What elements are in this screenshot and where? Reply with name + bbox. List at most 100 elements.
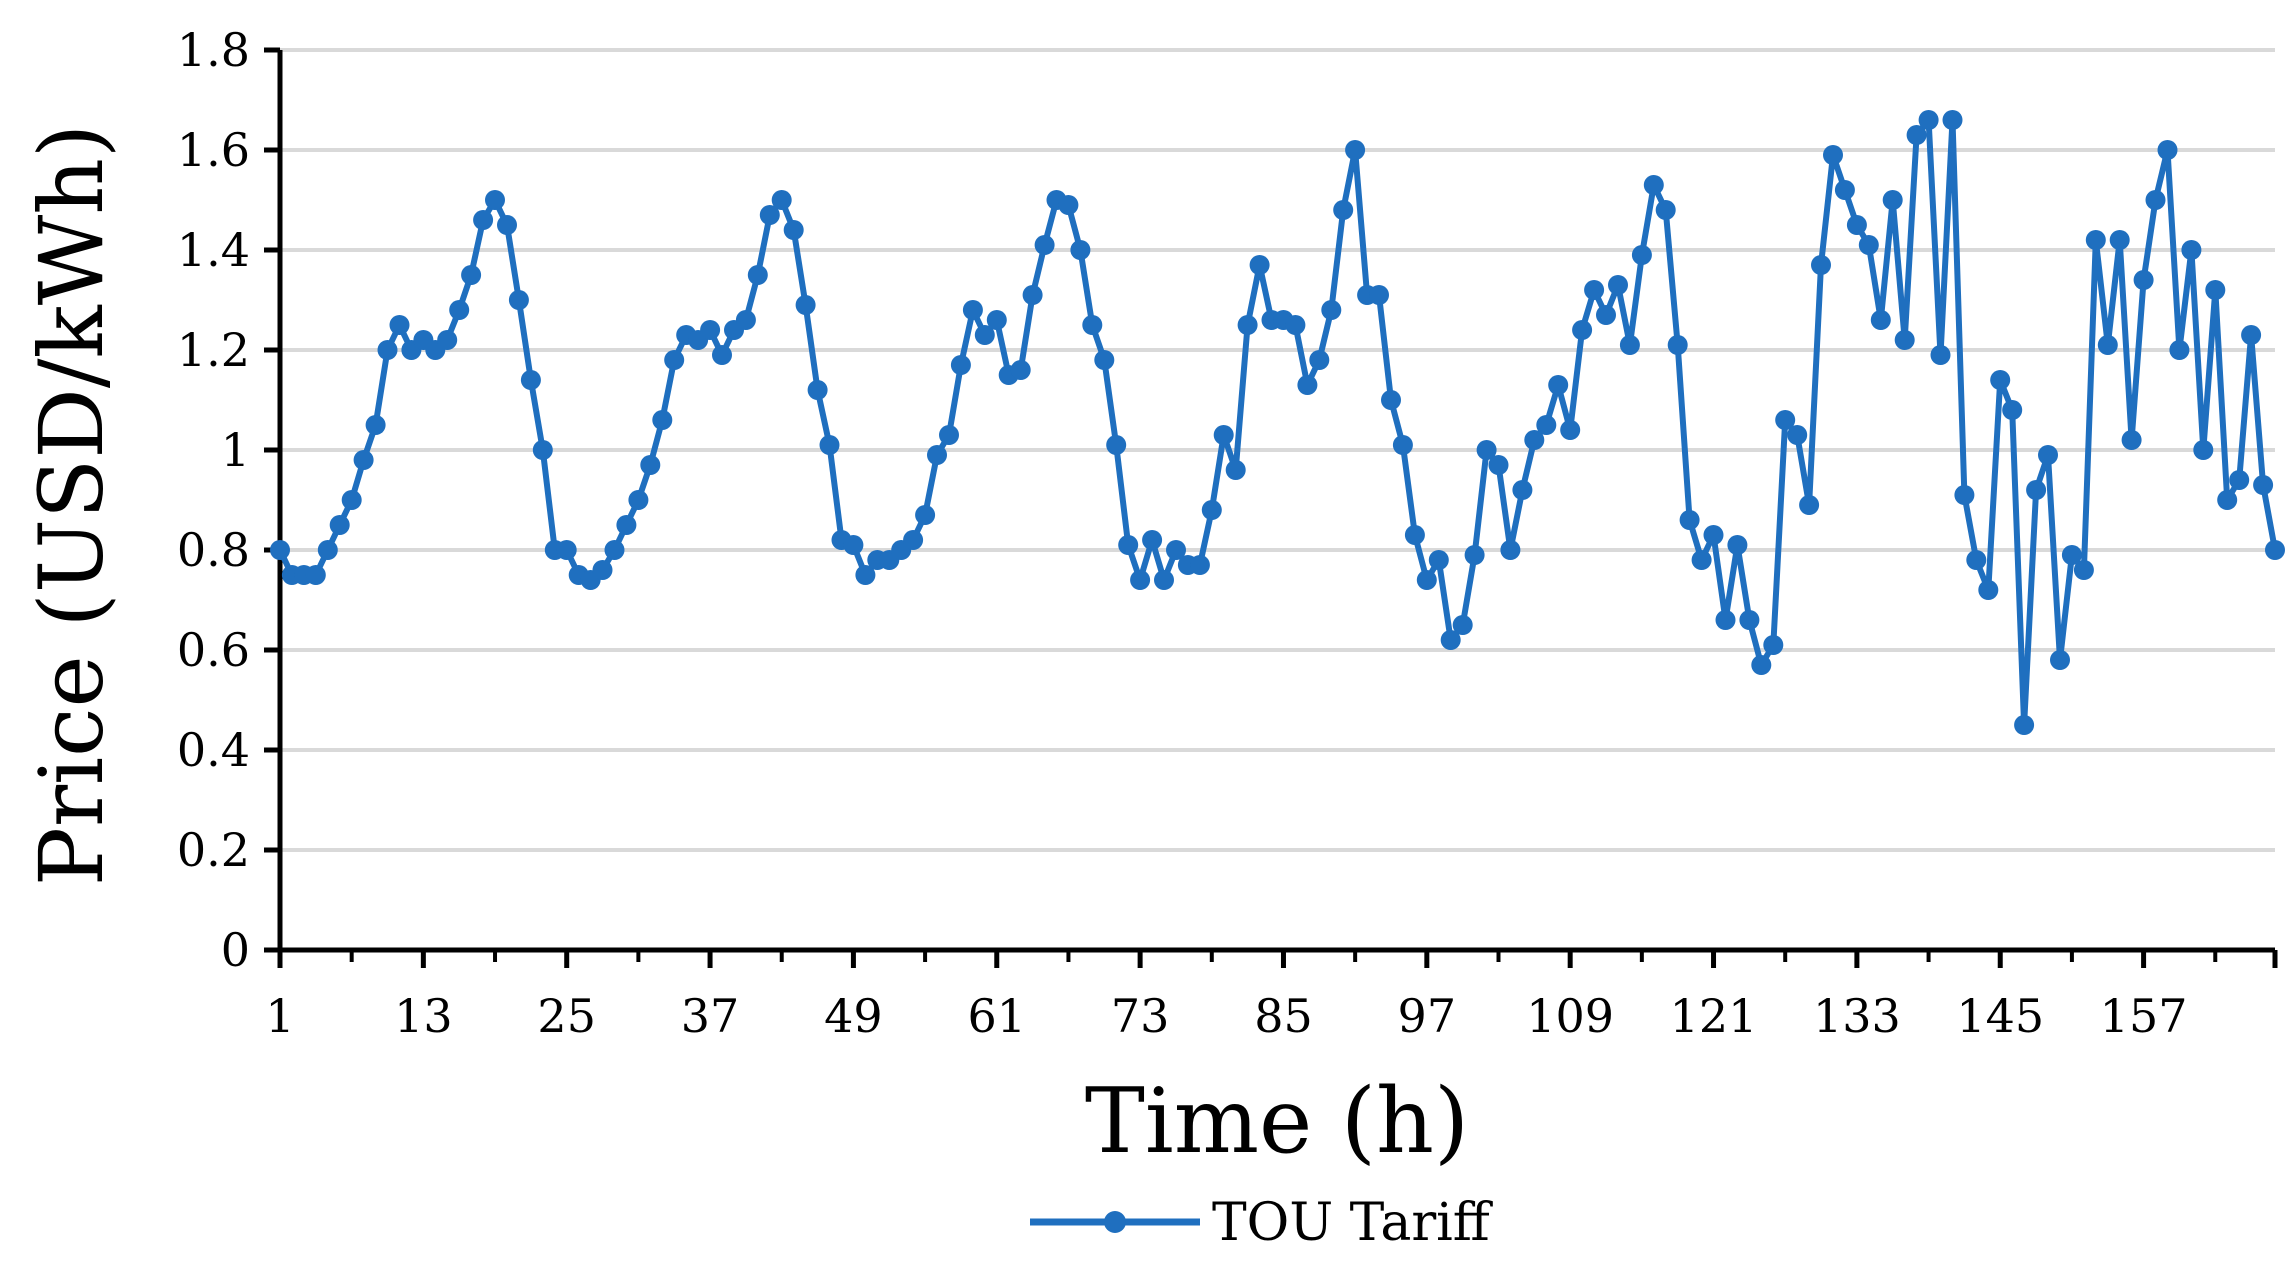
data-point (1416, 570, 1437, 590)
x-tick-label-12: 145 (1956, 989, 2044, 1043)
y-tick-label-7: 1.4 (177, 223, 250, 277)
data-point (2014, 715, 2035, 735)
data-point (1166, 540, 1186, 560)
data-point (1142, 530, 1163, 550)
data-point (1751, 655, 1772, 675)
data-point (1321, 300, 1342, 320)
series-tou-tariff (270, 110, 2285, 735)
x-tick-label-9: 109 (1526, 989, 1614, 1043)
x-tick-label-6: 73 (1111, 989, 1170, 1043)
data-point (1058, 195, 1079, 215)
data-point (317, 540, 338, 560)
data-point (1249, 255, 1270, 275)
x-axis-ticks (277, 950, 2278, 968)
data-point (1691, 550, 1712, 570)
data-point (592, 560, 613, 580)
data-point (1966, 550, 1987, 570)
y-tick-label-5: 1 (221, 423, 250, 477)
data-point (2145, 190, 2166, 210)
data-point (2217, 490, 2238, 510)
data-point (497, 215, 517, 235)
data-point (2073, 560, 2094, 580)
x-tick-label-3: 37 (681, 989, 740, 1043)
data-point (1381, 390, 1401, 410)
data-point (2193, 440, 2214, 460)
data-point (628, 490, 649, 510)
data-point (1703, 525, 1724, 545)
data-point (974, 325, 995, 345)
data-point (1034, 235, 1055, 255)
data-point (2109, 230, 2130, 250)
data-point (1560, 420, 1581, 440)
data-point (1596, 305, 1616, 325)
data-point (843, 535, 864, 555)
data-point (1010, 360, 1031, 380)
x-tick-label-10: 121 (1670, 989, 1758, 1043)
data-point (664, 350, 685, 370)
data-point (1452, 615, 1473, 635)
data-point (1536, 415, 1557, 435)
data-point (1345, 140, 1366, 160)
data-point (1715, 610, 1736, 630)
data-point (771, 190, 792, 210)
data-point (1846, 215, 1867, 235)
data-point (2181, 240, 2202, 260)
data-point (1739, 610, 1760, 630)
data-point (986, 310, 1007, 330)
data-point (2133, 270, 2154, 290)
x-tick-label-0: 1 (265, 989, 294, 1043)
data-point (700, 320, 721, 340)
y-axis-title: Price (USD/kWh) (20, 124, 123, 887)
data-point (2050, 650, 2070, 670)
data-point (604, 540, 625, 560)
y-tick-label-8: 1.6 (177, 123, 250, 177)
data-point (1524, 430, 1545, 450)
data-point (1667, 335, 1688, 355)
data-point (1811, 255, 1831, 275)
data-point (305, 565, 326, 585)
data-point (2026, 480, 2047, 500)
data-point (939, 425, 959, 445)
data-point (1655, 200, 1676, 220)
data-point (1154, 570, 1174, 590)
data-point (1799, 495, 1820, 515)
y-tick-label-0: 0 (221, 923, 250, 977)
data-point (2002, 400, 2023, 420)
data-point (962, 300, 983, 320)
data-point (2265, 540, 2285, 560)
x-axis-title: Time (h) (1085, 1069, 1469, 1174)
data-point (1189, 555, 1210, 575)
data-point (1619, 335, 1640, 355)
data-point (1440, 630, 1461, 650)
data-point (1548, 375, 1569, 395)
y-tick-label-3: 0.6 (177, 623, 250, 677)
data-point (1022, 285, 1043, 305)
data-point (1404, 525, 1425, 545)
series-line-0 (277, 117, 2278, 728)
data-point (855, 565, 876, 585)
data-point (1106, 435, 1127, 455)
x-tick-label-4: 49 (824, 989, 883, 1043)
data-point (783, 220, 804, 240)
data-point (2229, 470, 2250, 490)
data-point (341, 490, 362, 510)
gridlines (280, 48, 2275, 852)
data-point (1512, 480, 1533, 500)
x-tick-label-2: 25 (537, 989, 596, 1043)
data-point (1918, 110, 1939, 130)
data-point (1082, 315, 1103, 335)
y-tick-label-9: 1.8 (177, 23, 250, 77)
data-point (377, 340, 398, 360)
data-point (1572, 320, 1593, 340)
data-point (1858, 235, 1879, 255)
legend: TOU Tariff (1030, 1193, 1494, 1253)
data-point (1070, 240, 1091, 260)
data-point (1369, 285, 1389, 305)
data-point (556, 540, 577, 560)
data-point (1464, 545, 1485, 565)
legend-label: TOU Tariff (1212, 1193, 1494, 1253)
data-point (1130, 570, 1151, 590)
data-point (950, 355, 971, 375)
data-point (1631, 245, 1652, 265)
data-point (1309, 350, 1330, 370)
